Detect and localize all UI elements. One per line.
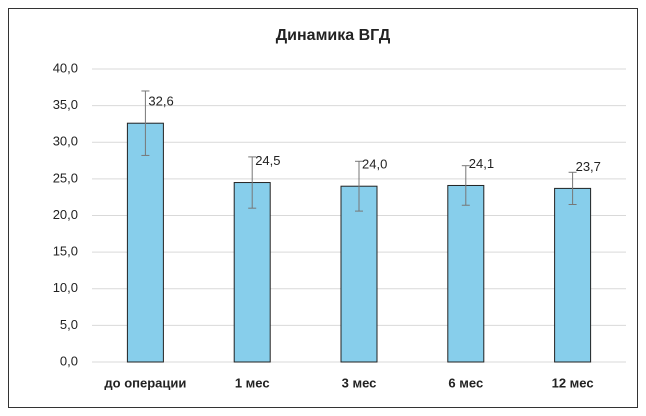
bar [340, 185, 378, 363]
y-tick-label: 20,0 [53, 207, 78, 222]
chart-frame [8, 8, 638, 408]
y-tick-label: 10,0 [53, 280, 78, 295]
data-label: 24,1 [469, 156, 494, 171]
data-label: 32,6 [148, 94, 173, 109]
y-tick-label: 40,0 [53, 60, 78, 75]
bar [447, 184, 485, 363]
bar [126, 122, 164, 363]
x-tick-label: 6 мес [448, 375, 483, 390]
chart-title: Динамика ВГД [276, 27, 391, 44]
y-tick-label: 35,0 [53, 97, 78, 112]
y-tick-label: 0,0 [60, 353, 78, 368]
x-tick-label: до операции [104, 375, 186, 390]
x-tick-label: 12 мес [552, 375, 594, 390]
y-tick-label: 25,0 [53, 170, 78, 185]
data-label: 24,0 [362, 157, 387, 172]
x-tick-label: 1 мес [235, 375, 270, 390]
y-tick-label: 15,0 [53, 244, 78, 259]
bar [233, 182, 271, 363]
y-tick-label: 30,0 [53, 134, 78, 149]
data-label: 23,7 [576, 159, 601, 174]
bar [554, 187, 592, 363]
data-label: 24,5 [255, 153, 280, 168]
y-tick-label: 5,0 [60, 317, 78, 332]
x-tick-label: 3 мес [342, 375, 377, 390]
